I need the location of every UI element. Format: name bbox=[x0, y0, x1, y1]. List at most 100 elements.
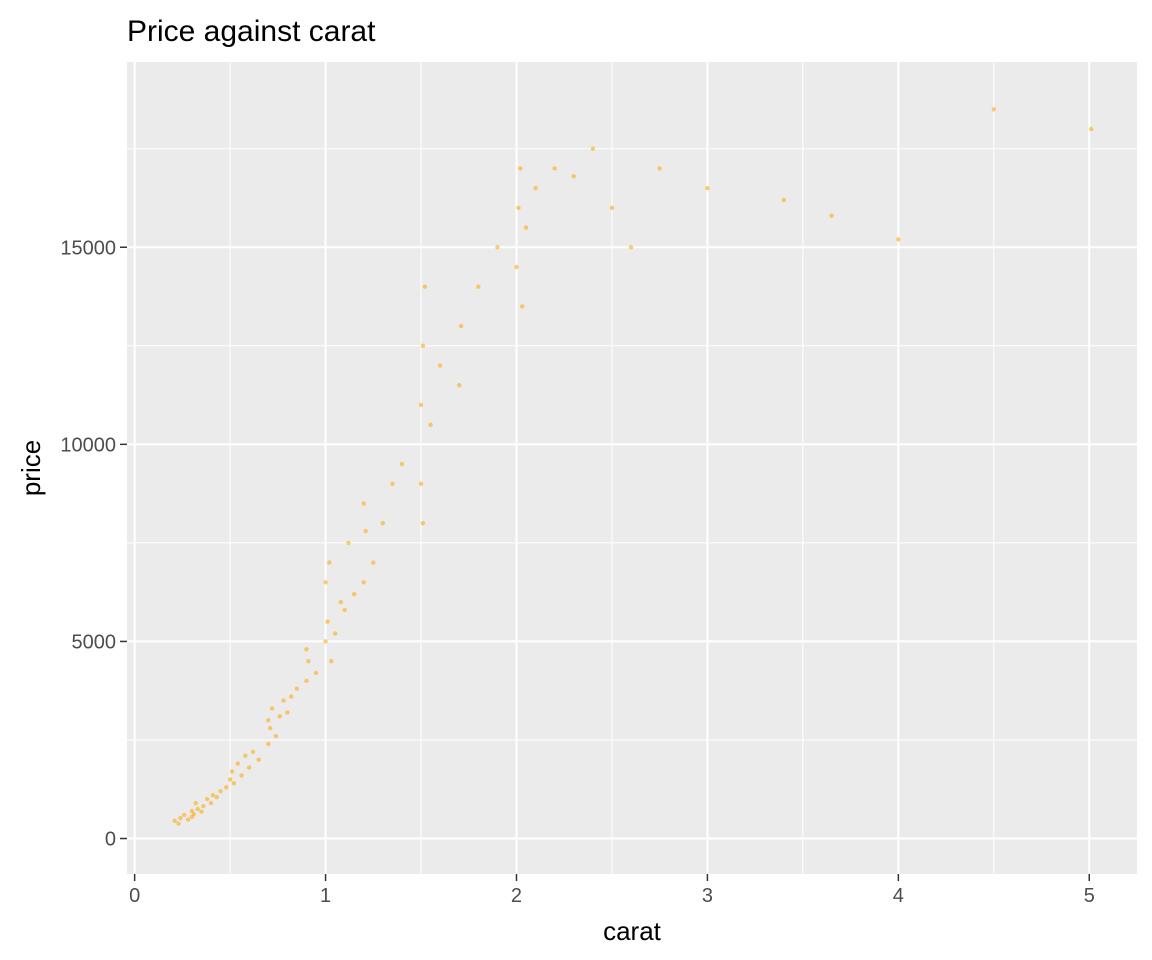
x-tick-label: 1 bbox=[320, 885, 331, 907]
x-tick-label: 5 bbox=[1084, 885, 1095, 907]
data-point bbox=[523, 225, 529, 230]
data-point bbox=[514, 264, 519, 270]
data-point bbox=[218, 789, 223, 794]
data-point bbox=[342, 607, 347, 613]
data-point bbox=[277, 714, 282, 719]
data-point bbox=[189, 808, 195, 814]
data-point bbox=[231, 781, 237, 786]
data-point bbox=[518, 166, 523, 171]
plot-panel bbox=[127, 62, 1137, 874]
data-point bbox=[325, 619, 330, 624]
data-point bbox=[495, 245, 500, 250]
data-point bbox=[195, 806, 200, 812]
data-point bbox=[243, 753, 248, 758]
data-point bbox=[327, 560, 332, 565]
data-point bbox=[288, 694, 294, 699]
data-points bbox=[172, 107, 1094, 826]
data-point bbox=[250, 749, 256, 755]
data-point bbox=[304, 647, 309, 652]
data-point bbox=[201, 804, 206, 809]
data-point bbox=[552, 166, 557, 171]
data-point bbox=[304, 678, 309, 684]
data-point bbox=[204, 796, 210, 802]
data-point bbox=[628, 245, 634, 250]
data-point bbox=[281, 698, 286, 703]
data-point bbox=[332, 631, 338, 636]
x-axis: 0 1 2 3 4 5 bbox=[129, 874, 1095, 907]
chart-title: Price against carat bbox=[127, 15, 376, 48]
x-tick-label: 0 bbox=[129, 885, 140, 907]
data-point bbox=[361, 501, 366, 506]
y-tick-label: 5000 bbox=[72, 631, 117, 653]
data-point bbox=[390, 481, 395, 486]
data-point bbox=[363, 528, 368, 534]
data-point bbox=[306, 658, 311, 664]
y-tick-label: 10000 bbox=[60, 434, 116, 456]
data-point bbox=[399, 461, 405, 467]
data-point bbox=[1088, 126, 1094, 132]
y-axis-title: price bbox=[16, 440, 46, 496]
data-point bbox=[273, 733, 279, 739]
data-point bbox=[361, 580, 366, 585]
data-point bbox=[829, 213, 834, 218]
y-tick-label: 15000 bbox=[60, 237, 116, 259]
data-point bbox=[418, 481, 424, 486]
data-point bbox=[609, 205, 615, 211]
data-point bbox=[210, 792, 216, 798]
data-point bbox=[781, 197, 786, 203]
data-point bbox=[266, 741, 271, 747]
data-point bbox=[705, 185, 710, 191]
data-point bbox=[428, 422, 433, 427]
data-point bbox=[346, 540, 351, 546]
data-point bbox=[323, 639, 328, 644]
data-point bbox=[191, 811, 197, 817]
data-point bbox=[313, 670, 319, 676]
y-axis: 0 5000 10000 15000 bbox=[60, 237, 127, 851]
data-point bbox=[991, 107, 997, 112]
data-point bbox=[657, 166, 662, 171]
y-tick-label: 0 bbox=[105, 829, 116, 851]
data-point bbox=[338, 599, 344, 605]
x-tick-label: 4 bbox=[893, 885, 904, 907]
data-point bbox=[371, 560, 376, 565]
data-point bbox=[571, 174, 576, 179]
data-point bbox=[457, 383, 462, 388]
data-point bbox=[172, 818, 177, 823]
data-point bbox=[420, 343, 426, 349]
data-point bbox=[235, 761, 240, 766]
data-point bbox=[176, 821, 181, 826]
x-axis-title: carat bbox=[603, 916, 662, 946]
data-point bbox=[229, 769, 235, 774]
data-point bbox=[437, 363, 443, 368]
data-point bbox=[246, 765, 252, 770]
data-point bbox=[266, 718, 271, 723]
data-point bbox=[208, 800, 214, 806]
data-point bbox=[418, 402, 424, 408]
data-point bbox=[352, 591, 357, 597]
minor-gridlines bbox=[127, 62, 1137, 874]
data-point bbox=[214, 794, 219, 800]
data-point bbox=[590, 146, 596, 151]
data-point bbox=[458, 323, 464, 329]
data-point bbox=[422, 284, 428, 289]
data-point bbox=[199, 809, 204, 814]
data-point bbox=[185, 817, 191, 822]
data-point bbox=[178, 815, 183, 821]
data-point bbox=[193, 800, 198, 806]
data-point bbox=[256, 757, 261, 762]
data-point bbox=[420, 520, 426, 526]
x-tick-label: 2 bbox=[511, 885, 522, 907]
data-point bbox=[224, 785, 229, 790]
data-point bbox=[520, 304, 525, 309]
data-point bbox=[380, 520, 386, 526]
x-tick-label: 3 bbox=[702, 885, 713, 907]
data-point bbox=[239, 773, 244, 778]
data-point bbox=[516, 205, 521, 211]
data-point bbox=[329, 658, 334, 664]
data-point bbox=[476, 284, 481, 289]
data-point bbox=[182, 812, 187, 818]
data-point bbox=[285, 710, 290, 715]
data-point bbox=[294, 686, 300, 691]
data-point bbox=[323, 580, 328, 585]
